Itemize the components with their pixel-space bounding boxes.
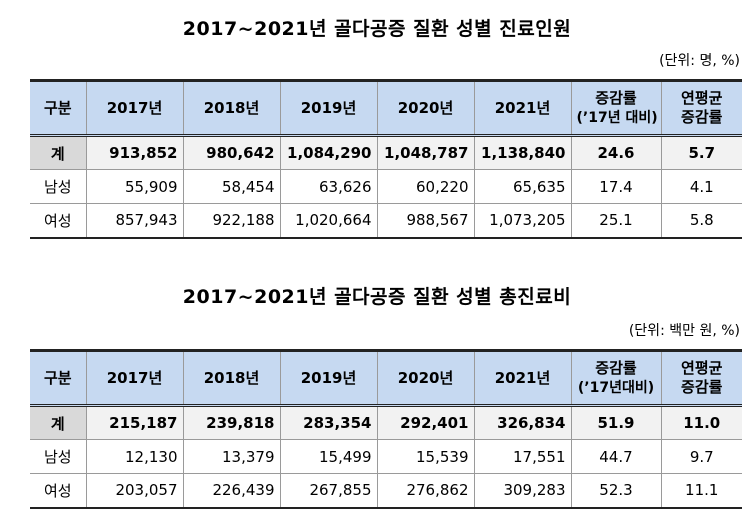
cell-value: 12,130 [85,439,184,474]
cell-value: 283,354 [279,405,378,440]
cell-annual-avg: 9.7 [660,439,742,474]
header-annual-avg: 연평균 증감률 [660,349,742,407]
cell-value: 215,187 [85,405,184,440]
cell-value: 17,551 [473,439,572,474]
cell-value: 857,943 [85,203,184,239]
cell-value: 913,852 [85,135,184,170]
cell-change-rate: 17.4 [570,169,662,204]
cell-value: 63,626 [279,169,378,204]
cell-value: 15,499 [279,439,378,474]
cell-value: 13,379 [182,439,281,474]
cell-change-rate: 51.9 [570,405,662,440]
header-row: 구분 2017년 2018년 2019년 2020년 2021년 증감률 (’17… [30,79,742,137]
table-row-female: 여성 857,943 922,188 1,020,664 988,567 1,0… [30,203,742,239]
cell-value: 1,084,290 [279,135,378,170]
cell-value: 58,454 [182,169,281,204]
cell-value: 276,862 [376,473,475,509]
cell-annual-avg: 11.0 [660,405,742,440]
cell-change-rate: 24.6 [570,135,662,170]
header-change-rate: 증감률 (’17년대비) [570,349,662,407]
header-2020: 2020년 [376,79,475,137]
header-change-rate-sub: (’17년대비) [577,379,655,396]
cost-table: 구분 2017년 2018년 2019년 2020년 2021년 증감률 (’17… [30,349,742,509]
header-2017: 2017년 [85,349,184,407]
cell-value: 980,642 [182,135,281,170]
table-row-male: 남성 12,130 13,379 15,499 15,539 17,551 44… [30,439,742,474]
cell-value: 60,220 [376,169,475,204]
header-annual-avg-label: 연평균 [681,89,723,107]
cell-value: 988,567 [376,203,475,239]
header-change-rate-label: 증감률 [595,358,637,377]
header-2021: 2021년 [473,79,572,137]
cell-value: 309,283 [473,473,572,509]
header-change-rate-label: 증감률 [595,88,637,107]
cell-change-rate: 25.1 [570,203,662,239]
row-label: 남성 [30,169,87,204]
cell-annual-avg: 4.1 [660,169,742,204]
table2-title: 2017~2021년 골다공증 질환 성별 총진료비 [182,286,572,308]
cell-value: 203,057 [85,473,184,509]
header-annual-avg-label: 연평균 [681,359,723,377]
cell-value: 15,539 [376,439,475,474]
header-change-rate: 증감률 (’17년 대비) [570,79,662,137]
cell-value: 292,401 [376,405,475,440]
cell-annual-avg: 5.8 [660,203,742,239]
header-category: 구분 [30,79,87,137]
cell-change-rate: 44.7 [570,439,662,474]
row-label: 계 [30,135,87,170]
header-2020: 2020년 [376,349,475,407]
table-row-female: 여성 203,057 226,439 267,855 276,862 309,2… [30,473,742,509]
header-2018: 2018년 [182,79,281,137]
header-change-rate-sub: (’17년 대비) [576,109,658,126]
cell-value: 1,048,787 [376,135,475,170]
header-2021: 2021년 [473,349,572,407]
cell-value: 55,909 [85,169,184,204]
header-annual-avg-sub: 증감률 [681,108,723,126]
header-2018: 2018년 [182,349,281,407]
cell-value: 65,635 [473,169,572,204]
table1-unit-label: (단위: 명, %) [659,53,740,69]
header-category: 구분 [30,349,87,407]
header-2017: 2017년 [85,79,184,137]
table-row-total: 계 913,852 980,642 1,084,290 1,048,787 1,… [30,135,742,170]
cell-annual-avg: 11.1 [660,473,742,509]
cell-value: 1,138,840 [473,135,572,170]
patients-table: 구분 2017년 2018년 2019년 2020년 2021년 증감률 (’17… [30,79,742,239]
header-annual-avg: 연평균 증감률 [660,79,742,137]
header-annual-avg-sub: 증감률 [681,378,723,396]
row-label: 여성 [30,473,87,509]
cell-value: 239,818 [182,405,281,440]
row-label: 남성 [30,439,87,474]
table1-title: 2017~2021년 골다공증 질환 성별 진료인원 [182,18,572,40]
cell-value: 267,855 [279,473,378,509]
header-row: 구분 2017년 2018년 2019년 2020년 2021년 증감률 (’17… [30,349,742,407]
header-2019: 2019년 [279,349,378,407]
cell-value: 922,188 [182,203,281,239]
table2-unit-label: (단위: 백만 원, %) [628,323,740,339]
row-label: 여성 [30,203,87,239]
cell-value: 326,834 [473,405,572,440]
row-label: 계 [30,405,87,440]
table-row-total: 계 215,187 239,818 283,354 292,401 326,83… [30,405,742,440]
table-row-male: 남성 55,909 58,454 63,626 60,220 65,635 17… [30,169,742,204]
cell-annual-avg: 5.7 [660,135,742,170]
cell-value: 226,439 [182,473,281,509]
cell-value: 1,073,205 [473,203,572,239]
cell-change-rate: 52.3 [570,473,662,509]
header-2019: 2019년 [279,79,378,137]
cell-value: 1,020,664 [279,203,378,239]
